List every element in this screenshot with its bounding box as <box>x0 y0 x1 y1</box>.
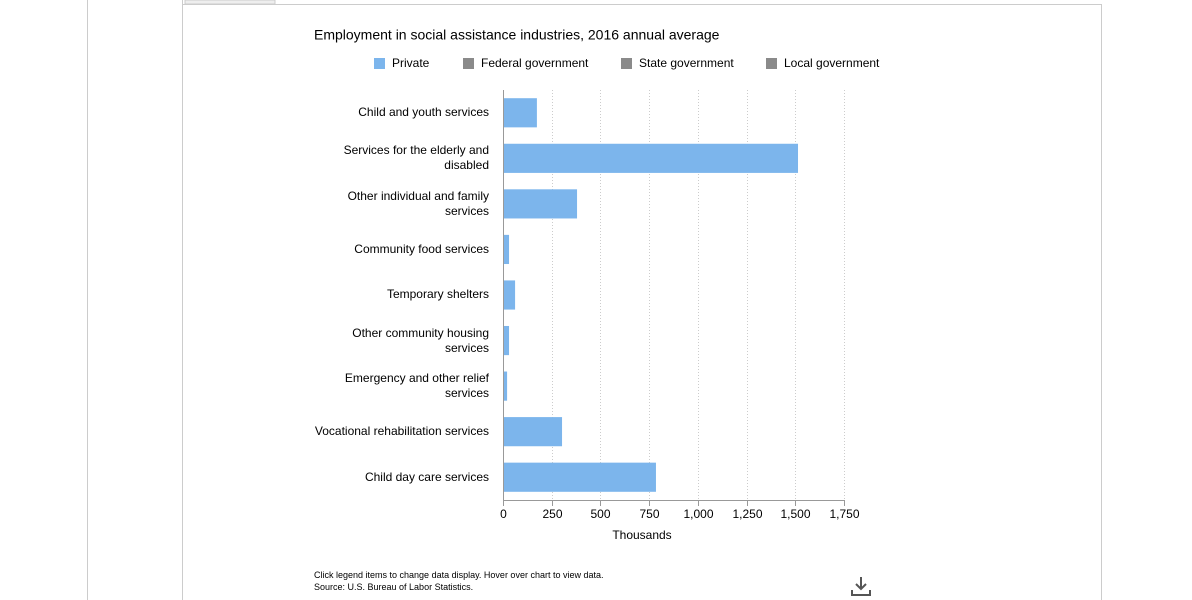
legend-label[interactable]: Federal government <box>481 56 589 70</box>
legend-label[interactable]: Local government <box>784 56 880 70</box>
tab[interactable] <box>184 0 276 5</box>
bar <box>503 462 656 492</box>
note: Source: U.S. Bureau of Labor Statistics. <box>314 582 474 592</box>
legend-swatch[interactable] <box>463 58 474 69</box>
legend-swatch[interactable] <box>374 58 385 69</box>
legend-swatch[interactable] <box>766 58 777 69</box>
note: Click legend items to change data displa… <box>314 570 604 580</box>
bar <box>503 417 563 447</box>
y-tick-label: Other individual and family services <box>347 188 489 218</box>
bar <box>503 143 799 173</box>
bar <box>503 98 537 128</box>
legend-label[interactable]: State government <box>639 56 734 70</box>
x-tick-label: 0 <box>500 507 507 521</box>
download-icon[interactable] <box>851 577 871 596</box>
y-tick-label: Emergency and other relief services <box>344 371 489 401</box>
y-tick-label: Services for the elderly and disabled <box>343 143 489 173</box>
x-tick-label: 750 <box>639 507 659 521</box>
x-tick-label: 1,500 <box>780 507 810 521</box>
y-tick-label: Child and youth services <box>358 105 489 120</box>
x-tick-label: 1,000 <box>683 507 713 521</box>
x-tick-label: 1,750 <box>829 507 859 521</box>
bar <box>503 325 510 356</box>
y-tick-label: Vocational rehabilitation services <box>314 424 489 439</box>
x-axis-label: Thousands <box>612 528 671 542</box>
chart-title: Employment in social assistance industri… <box>314 27 720 43</box>
y-tick-label: Temporary shelters <box>386 287 489 302</box>
x-tick-label: 500 <box>590 507 610 521</box>
y-tick-label: Community food services <box>354 241 489 256</box>
legend-label[interactable]: Private <box>392 56 430 70</box>
bar <box>503 280 516 310</box>
bar <box>503 371 508 401</box>
bar <box>503 189 578 219</box>
legend-swatch[interactable] <box>621 58 632 69</box>
x-tick-label: 1,250 <box>732 507 762 521</box>
y-tick-label: Other community housing services <box>352 325 489 355</box>
y-tick-label: Child day care services <box>364 469 489 484</box>
x-tick-label: 250 <box>542 507 562 521</box>
bar <box>503 234 510 265</box>
